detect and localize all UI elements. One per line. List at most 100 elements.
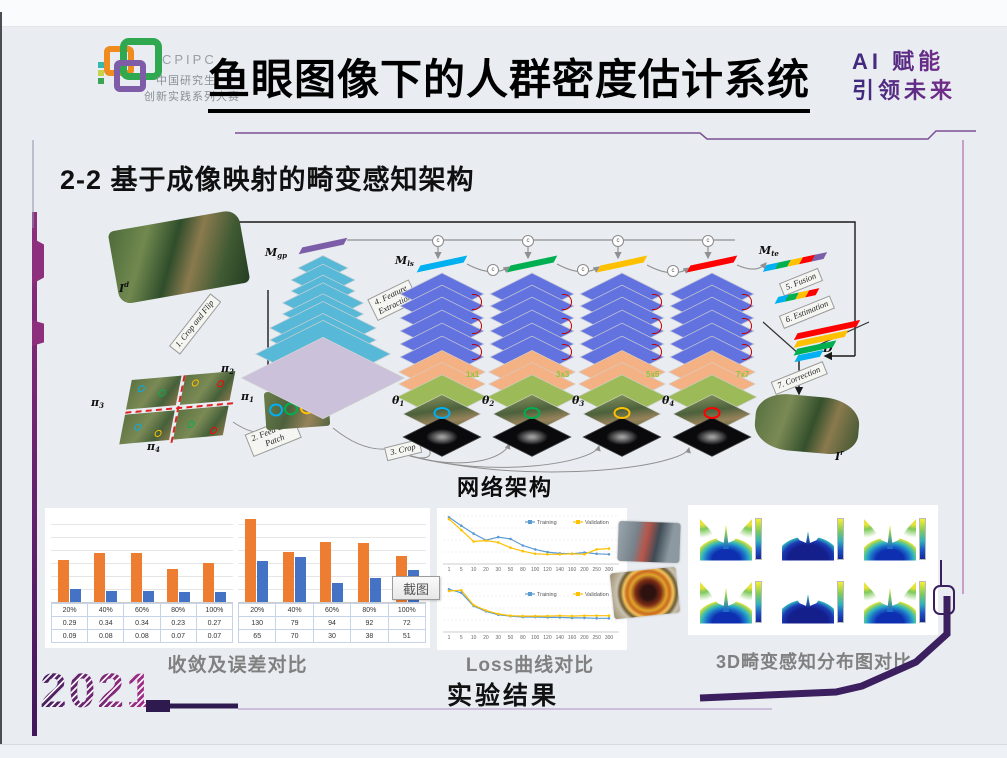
layer-slab (672, 417, 752, 457)
table-value-cell: 0.29 (50, 616, 89, 630)
svg-text:5: 5 (460, 567, 463, 573)
table-value-cell: 0.34 (87, 616, 125, 630)
bar (245, 519, 257, 602)
patch-label-right: π1 (241, 390, 254, 404)
patch-tile (125, 375, 182, 410)
bar (130, 553, 142, 602)
bar (142, 590, 154, 602)
bar-data-table: 20% 40% 60% 80% 100% 130 79 94 92 72 65 70 30 38 51 (237, 603, 427, 643)
surface-spike (887, 524, 893, 550)
person-ring-icon (703, 407, 721, 419)
bar (69, 589, 81, 602)
module-label-te: Mte (759, 244, 779, 258)
step-correction: 7. Correction (770, 361, 828, 395)
pyramid-top-bar (298, 237, 348, 255)
surface-plot (773, 571, 853, 632)
surface-plot (773, 508, 853, 569)
tower-output-bar (596, 255, 648, 273)
surface-bright (864, 580, 916, 624)
svg-text:200: 200 (580, 635, 589, 641)
results-caption: 实验结果 (446, 682, 559, 710)
surface-plot-panel (688, 505, 938, 635)
logo-acronym: CPIPC (162, 52, 217, 67)
svg-text:5: 5 (460, 635, 463, 641)
surface-spike (723, 524, 729, 550)
bar (178, 592, 190, 602)
table-value-cell: 72 (387, 616, 427, 630)
svg-text:160: 160 (568, 567, 577, 573)
diagram-caption: 网络架构 (456, 475, 553, 500)
table-header-cell: 60% (123, 603, 161, 617)
surface-bright (700, 517, 752, 561)
kernel-size-label: 7x7 (736, 370, 750, 379)
bar (370, 577, 382, 602)
concat-icon: c (702, 235, 714, 247)
output-image-label: Ir (835, 448, 844, 463)
colorbar (837, 580, 844, 623)
logo-purple-square-icon (114, 60, 146, 92)
colorbar (755, 517, 762, 560)
svg-text:80: 80 (520, 635, 526, 641)
patch-label-bottom: π4 (147, 440, 160, 454)
patch-label-left: π3 (91, 396, 104, 410)
bar-group (197, 563, 233, 602)
table-value-cell: 92 (350, 616, 389, 630)
concat-icon: c (667, 265, 679, 277)
svg-text:30: 30 (495, 567, 501, 573)
table-value-cell: 30 (312, 629, 352, 643)
bar-group (351, 543, 389, 602)
bar (166, 569, 178, 602)
surface-panel-caption: 3D畸变感知分布图对比 (715, 652, 912, 672)
theta-label: θ3 (572, 394, 585, 408)
colorbar (919, 580, 926, 623)
bar-group (313, 542, 351, 602)
table-value-cell: 0.08 (123, 629, 161, 643)
module-label-ls: Mls (395, 254, 414, 268)
theta-label: θ1 (392, 394, 405, 408)
table-value-cell: 0.27 (195, 616, 234, 630)
kernel-size-label: 1x1 (466, 370, 480, 379)
section-title: 2-2 基于成像映射的畸变感知架构 (60, 165, 475, 195)
svg-text:300: 300 (605, 567, 614, 573)
logo-org-line1: 中国研究生 (156, 75, 216, 87)
architecture-diagram: Id 1. Crop and Flip π2 π1 π3 π4 2. (35, 209, 965, 476)
table-header-cell: 60% (312, 603, 352, 617)
bar-group (51, 560, 87, 602)
surface-plot (855, 508, 935, 569)
concat-icon: c (522, 235, 534, 247)
table-value-cell: 130 (237, 616, 277, 630)
bar (332, 582, 344, 602)
table-header-cell: 40% (87, 603, 125, 617)
screenshot-tooltip: 截图 (392, 576, 440, 600)
bar-data-table: 20% 40% 60% 80% 100% 0.29 0.34 0.34 0.23 0.27 0.09… (50, 603, 234, 643)
surface-bright (700, 580, 752, 624)
year-label: 2021 (40, 664, 155, 719)
surface-bright (864, 517, 916, 561)
layer-slab (492, 417, 572, 457)
svg-text:20: 20 (483, 635, 489, 641)
svg-text:200: 200 (580, 567, 589, 573)
loss-chart-panel: 1 5 10 20 30 50 80 100 120 140 160 200 250 300 Trainin… (437, 508, 627, 650)
person-ring-icon (523, 407, 541, 419)
bar (57, 560, 69, 602)
person-ring-icon (433, 407, 451, 419)
table-value-cell: 94 (312, 616, 352, 630)
tower-output-bar (506, 255, 558, 273)
theta-label: θ4 (662, 394, 675, 408)
density-map-label: D (823, 342, 833, 355)
bar (215, 592, 227, 602)
svg-text:120: 120 (543, 567, 552, 573)
surface-dark (782, 517, 834, 561)
bar (106, 590, 118, 602)
svg-text:80: 80 (520, 567, 526, 573)
window-top-strip (0, 0, 1007, 27)
input-image-label: Id (119, 280, 130, 295)
logo-dot-icon (98, 78, 104, 84)
table-value-cell: 38 (350, 629, 389, 643)
bar (203, 563, 215, 602)
slogan-line1: AI 赋能 (852, 49, 945, 74)
table-value-cell: 65 (237, 629, 277, 643)
slogan: AI 赋能 引领未来 (852, 48, 997, 105)
bar-chart-panel: 20% 40% 60% 80% 100% 0.29 0.34 0.34 0.23 0.27 0.09… (45, 508, 430, 648)
